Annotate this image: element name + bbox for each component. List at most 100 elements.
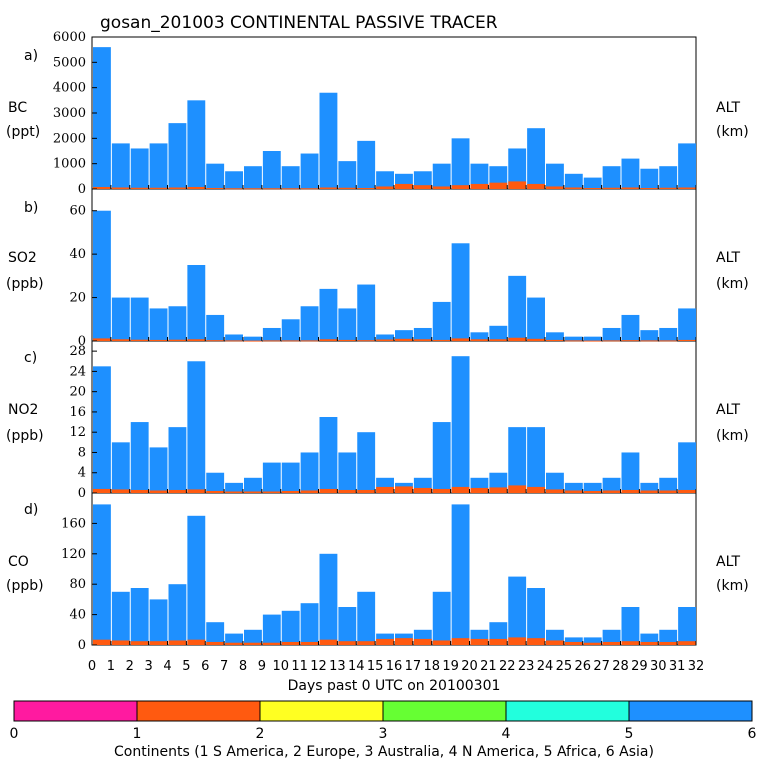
co-europe-bar-10	[281, 641, 300, 645]
x-tick-label-14: 14	[348, 659, 365, 674]
x-tick-label-29: 29	[631, 659, 648, 674]
so2-ytick-label-2: 40	[69, 247, 86, 262]
so2-ytick-label-0: 0	[78, 334, 86, 349]
co-europe-bar-13	[338, 641, 357, 645]
so2-europe-bar-6	[206, 340, 225, 342]
so2-europe-bar-10	[281, 340, 300, 342]
co-europe-bar-5	[187, 639, 206, 645]
bc-europe-bar-22	[508, 181, 527, 189]
co-europe-bar-29	[640, 641, 659, 645]
co-europe-bar-31	[678, 641, 696, 645]
no2-europe-bar-7	[225, 491, 243, 493]
colorbar-tick-3: 3	[379, 726, 388, 742]
no2-europe-bar-21	[489, 487, 508, 493]
bc-asia-bar-23	[527, 128, 545, 189]
co-europe-bar-0	[93, 639, 111, 645]
no2-europe-bar-15	[376, 486, 394, 493]
bc-asia-bar-12	[319, 92, 338, 189]
x-tick-label-30: 30	[650, 659, 667, 674]
co-asia-bar-22	[508, 576, 527, 645]
x-tick-label-13: 13	[329, 659, 346, 674]
so2-europe-bar-22	[508, 337, 527, 341]
bc-europe-bar-1	[111, 187, 130, 189]
no2-europe-bar-19	[451, 486, 470, 493]
bc-europe-bar-2	[130, 187, 149, 189]
so2-asia-bar-13	[338, 308, 357, 341]
bc-asia-bar-9	[262, 151, 281, 189]
so2-europe-bar-18	[432, 339, 451, 341]
no2-asia-bar-27	[602, 477, 621, 493]
co-asia-bar-11	[300, 603, 319, 645]
no2-europe-bar-18	[432, 488, 451, 493]
co-asia-bar-19	[451, 504, 470, 645]
no2-europe-bar-3	[149, 490, 168, 493]
so2-europe-bar-4	[168, 339, 187, 341]
x-tick-label-9: 9	[258, 659, 266, 674]
x-tick-label-2: 2	[126, 659, 134, 674]
no2-europe-bar-30	[659, 490, 678, 493]
panel-b-letter: b)	[24, 200, 38, 216]
bc-asia-bar-31	[678, 143, 696, 189]
colorbar-tick-0: 0	[10, 726, 19, 742]
panel-a-km: (km)	[716, 124, 749, 140]
so2-europe-bar-28	[621, 340, 640, 342]
x-tick-label-0: 0	[88, 659, 96, 674]
so2-europe-bar-2	[130, 339, 149, 341]
x-tick-label-32: 32	[688, 659, 705, 674]
panel-d-species: CO	[8, 554, 29, 570]
co-asia-bar-2	[130, 588, 149, 645]
co-europe-bar-17	[413, 638, 432, 645]
so2-europe-bar-5	[187, 339, 206, 341]
bc-europe-bar-28	[621, 187, 640, 189]
x-tick-label-20: 20	[461, 659, 478, 674]
so2-asia-bar-15	[376, 334, 394, 341]
co-asia-bar-6	[206, 622, 225, 645]
bc-asia-bar-29	[640, 168, 659, 189]
colorbar-tick-1: 1	[133, 726, 142, 742]
so2-europe-bar-15	[376, 339, 394, 341]
so2-asia-bar-27	[602, 327, 621, 341]
no2-europe-bar-8	[244, 491, 262, 493]
co-europe-bar-12	[319, 639, 338, 645]
bc-asia-bar-15	[376, 171, 394, 189]
so2-europe-bar-29	[640, 340, 659, 342]
no2-asia-bar-6	[206, 472, 225, 493]
colorbar-tick-6: 6	[748, 726, 757, 742]
no2-europe-bar-1	[111, 489, 130, 493]
so2-europe-bar-13	[338, 339, 357, 341]
x-tick-label-19: 19	[442, 659, 459, 674]
x-tick-label-1: 1	[107, 659, 115, 674]
so2-asia-bar-30	[659, 327, 678, 341]
bc-asia-bar-6	[206, 163, 225, 189]
x-tick-label-3: 3	[144, 659, 152, 674]
colorbar-swatch-2	[259, 700, 384, 722]
no2-europe-bar-17	[413, 487, 432, 493]
co-europe-bar-18	[432, 640, 451, 645]
so2-asia-bar-26	[583, 336, 602, 341]
co-europe-bar-7	[225, 642, 243, 645]
so2-europe-bar-25	[564, 340, 583, 342]
co-europe-bar-24	[546, 640, 564, 645]
chart-title: gosan_201003 CONTINENTAL PASSIVE TRACER	[100, 13, 498, 33]
so2-asia-bar-22	[508, 275, 527, 341]
no2-europe-bar-9	[262, 491, 281, 493]
x-tick-label-24: 24	[537, 659, 554, 674]
bc-europe-bar-3	[149, 187, 168, 189]
panel-b-unit: (ppb)	[6, 276, 44, 292]
bc-asia-bar-25	[564, 173, 583, 189]
x-tick-label-5: 5	[182, 659, 190, 674]
panel-d-km: (km)	[716, 578, 749, 594]
colorbar-swatch-5	[628, 700, 753, 722]
bc-ytick-label-0: 0	[78, 182, 86, 197]
co-europe-bar-19	[451, 638, 470, 645]
colorbar-swatch-0	[13, 700, 138, 722]
no2-europe-bar-25	[564, 490, 583, 493]
so2-europe-bar-27	[602, 340, 621, 342]
bc-ytick-label-1: 1000	[53, 157, 86, 172]
no2-asia-bar-31	[678, 442, 696, 493]
so2-ytick-label-3: 60	[69, 204, 86, 219]
so2-europe-bar-8	[244, 340, 262, 342]
no2-ytick-label-4: 16	[69, 405, 86, 420]
bc-ytick-label-3: 3000	[53, 106, 86, 121]
no2-ytick-label-2: 8	[78, 445, 86, 460]
